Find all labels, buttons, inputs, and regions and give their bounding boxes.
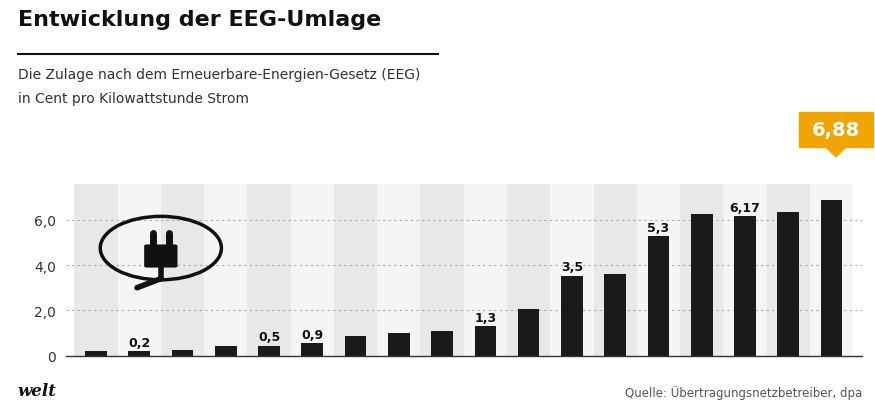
Text: 6,17: 6,17	[730, 201, 760, 214]
Bar	[518, 310, 540, 356]
Bar	[129, 351, 150, 356]
Bar	[258, 346, 280, 356]
Bar	[474, 326, 496, 356]
Bar	[388, 333, 410, 356]
Bar	[431, 331, 453, 356]
Bar	[421, 184, 464, 356]
Text: 1,3: 1,3	[474, 311, 496, 324]
Text: 6,88: 6,88	[812, 120, 860, 139]
Bar	[593, 184, 637, 356]
Bar	[637, 184, 680, 356]
Text: 3,5: 3,5	[561, 261, 583, 274]
Bar	[810, 184, 853, 356]
Bar	[334, 184, 377, 356]
Bar	[734, 216, 756, 356]
Text: 0,2: 0,2	[128, 336, 150, 349]
Bar	[561, 276, 583, 356]
Bar	[605, 275, 626, 356]
Bar	[117, 184, 161, 356]
Bar	[821, 200, 843, 356]
Bar	[161, 184, 204, 356]
Bar	[550, 184, 593, 356]
Text: Entwicklung der EEG-Umlage: Entwicklung der EEG-Umlage	[18, 10, 381, 30]
Bar	[204, 184, 248, 356]
Text: 5,3: 5,3	[648, 221, 669, 234]
FancyBboxPatch shape	[144, 245, 178, 268]
Bar	[377, 184, 421, 356]
Bar	[302, 344, 323, 356]
Bar	[778, 212, 799, 356]
Text: 0,5: 0,5	[258, 330, 280, 344]
Text: welt: welt	[18, 382, 56, 399]
Bar	[85, 351, 107, 356]
Bar	[248, 184, 290, 356]
Bar	[507, 184, 550, 356]
Text: 0,9: 0,9	[301, 328, 324, 342]
Text: in Cent pro Kilowattstunde Strom: in Cent pro Kilowattstunde Strom	[18, 92, 248, 106]
Text: Quelle: Übertragungsnetzbetreiber, dpa: Quelle: Übertragungsnetzbetreiber, dpa	[625, 385, 862, 399]
Bar	[724, 184, 766, 356]
Bar	[345, 336, 367, 356]
Bar	[215, 346, 236, 356]
Bar	[290, 184, 334, 356]
Bar	[648, 236, 669, 356]
Bar	[691, 215, 712, 356]
Bar	[464, 184, 507, 356]
Bar	[766, 184, 810, 356]
Bar	[74, 184, 117, 356]
Bar	[172, 351, 193, 356]
Bar	[680, 184, 724, 356]
Text: Die Zulage nach dem Erneuerbare-Energien-Gesetz (EEG): Die Zulage nach dem Erneuerbare-Energien…	[18, 67, 420, 81]
